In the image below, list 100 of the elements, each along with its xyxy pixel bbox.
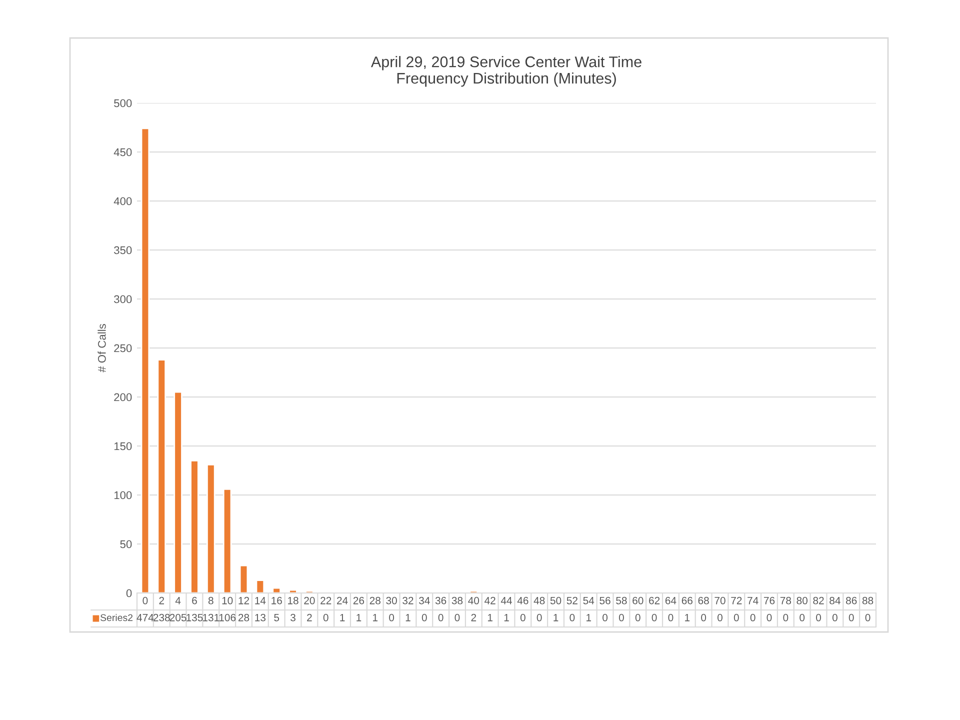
y-tick-label: 150	[114, 442, 132, 450]
x-tick-label: 14	[255, 597, 266, 604]
x-tick-label: 46	[517, 596, 528, 604]
data-label: 1	[504, 614, 509, 622]
data-label: 0	[635, 614, 640, 622]
y-tick-label: 500	[114, 99, 132, 108]
data-label: 0	[783, 614, 788, 622]
y-tick-label: 300	[114, 295, 132, 304]
x-tick-label: 28	[370, 596, 380, 604]
x-tick-label: 8	[208, 596, 214, 604]
data-label: 0	[800, 614, 805, 622]
data-label: 0	[570, 614, 575, 622]
data-label: 1	[586, 614, 591, 622]
data-label: 0	[734, 614, 739, 622]
x-tick-label: 10	[222, 596, 233, 604]
data-label: 1	[356, 614, 362, 622]
bar	[206, 464, 216, 593]
bar	[272, 587, 281, 593]
y-axis-title: # Of Calls	[98, 324, 106, 372]
data-label: 0	[520, 614, 526, 622]
data-label: 0	[701, 614, 706, 622]
data-label: 1	[406, 614, 410, 622]
bar	[190, 460, 199, 593]
x-tick-label: 0	[142, 596, 148, 604]
x-tick-label: 42	[484, 596, 496, 604]
data-label: 0	[848, 614, 854, 622]
data-label: 0	[438, 614, 444, 622]
x-tick-label: 70	[714, 596, 726, 604]
data-label: 2	[307, 614, 312, 622]
x-tick-label: 36	[435, 596, 446, 604]
x-tick-label: 56	[600, 596, 610, 604]
x-tick-label: 48	[534, 596, 545, 604]
x-tick-label: 38	[452, 596, 463, 604]
data-label: 3	[290, 614, 296, 622]
bar	[239, 564, 248, 593]
y-tick-label: 400	[114, 197, 132, 206]
y-tick-label: 0	[126, 589, 132, 598]
bar	[256, 580, 265, 593]
x-tick-label: 78	[780, 596, 792, 604]
data-label: 2	[471, 614, 476, 622]
data-label: 0	[618, 614, 624, 622]
data-label: 0	[652, 614, 657, 622]
x-tick-label: 4	[175, 597, 181, 604]
data-label: 106	[219, 614, 236, 622]
data-label: 0	[750, 614, 756, 622]
x-tick-label: 16	[272, 596, 282, 604]
y-tick-label: 50	[120, 540, 132, 548]
data-label: 135	[186, 614, 203, 622]
data-label: 0	[323, 614, 328, 622]
x-tick-label: 20	[304, 596, 315, 604]
x-tick-label: 40	[468, 596, 480, 604]
legend-label: Series2	[100, 614, 133, 622]
data-label: 0	[718, 614, 722, 622]
x-tick-label: 62	[649, 596, 660, 604]
x-tick-label: 84	[830, 596, 840, 604]
x-tick-label: 18	[288, 596, 298, 604]
x-tick-label: 60	[632, 596, 644, 604]
data-label: 131	[203, 614, 220, 622]
y-tick-label: 450	[114, 148, 132, 156]
data-label: 0	[766, 614, 772, 622]
data-label: 1	[373, 614, 378, 622]
x-tick-label: 26	[353, 596, 364, 604]
x-tick-label: 82	[813, 596, 824, 604]
data-label: 238	[153, 614, 170, 622]
data-label: 5	[274, 614, 280, 622]
y-tick-label: 350	[114, 246, 132, 254]
chart-title: April 29, 2019 Service Center Wait Time Frequency Distribution (Minutes)	[370, 56, 642, 87]
bar	[157, 359, 166, 593]
x-tick-label: 64	[665, 596, 676, 604]
x-tick-label: 2	[159, 596, 164, 604]
x-tick-label: 32	[402, 596, 414, 604]
y-tick-label: 200	[114, 393, 132, 402]
data-label: 474	[136, 614, 154, 622]
x-tick-label: 66	[682, 596, 692, 604]
bar	[174, 391, 182, 593]
x-tick-label: 58	[616, 596, 627, 604]
data-label: 1	[685, 614, 690, 622]
x-tick-label: 22	[320, 596, 332, 604]
y-tick-label: 100	[114, 491, 132, 500]
x-tick-label: 34	[418, 596, 430, 604]
x-tick-label: 72	[731, 596, 742, 604]
data-label: 0	[602, 614, 608, 622]
bar	[222, 488, 232, 593]
x-tick-label: 88	[862, 596, 874, 604]
x-tick-label: 74	[748, 597, 758, 604]
x-tick-label: 54	[583, 597, 594, 604]
data-label: 0	[668, 614, 674, 622]
data-label: 205	[170, 614, 186, 622]
x-tick-label: 24	[337, 596, 348, 604]
data-label: 13	[255, 614, 266, 622]
data-label: 0	[832, 614, 838, 622]
x-tick-label: 80	[796, 596, 808, 604]
data-label: 0	[536, 614, 542, 622]
x-tick-label: 44	[500, 597, 512, 604]
data-label: 0	[389, 614, 394, 622]
y-tick-label: 250	[114, 344, 132, 352]
x-tick-label: 86	[846, 596, 857, 604]
data-label: 1	[488, 614, 492, 622]
x-tick-label: 50	[550, 596, 562, 604]
x-tick-label: 76	[764, 596, 775, 604]
